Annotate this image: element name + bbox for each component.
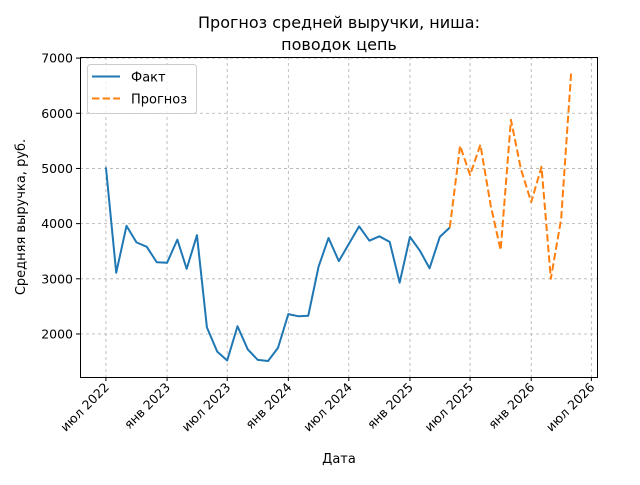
chart-title-line-1: Прогноз средней выручки, ниша: bbox=[198, 13, 480, 32]
x-tick-label: янв 2026 bbox=[485, 379, 537, 431]
legend: Факт Прогноз bbox=[87, 64, 197, 114]
legend-label-fact: Факт bbox=[131, 71, 166, 86]
x-tick-label: янв 2025 bbox=[364, 380, 416, 432]
y-tick-label: 5000 bbox=[41, 161, 73, 176]
x-axis: июл 2022 янв 2023 июл 2023 янв 2024 июл 2024… bbox=[57, 377, 598, 435]
x-tick-label: июл 2022 bbox=[57, 380, 112, 435]
y-tick-label: 3000 bbox=[41, 271, 73, 286]
x-tick-label: янв 2024 bbox=[242, 379, 294, 431]
series-layer bbox=[104, 73, 573, 362]
y-axis: 2000 3000 4000 5000 6000 7000 bbox=[41, 51, 80, 341]
x-tick-label: июл 2023 bbox=[179, 380, 234, 435]
y-tick-label: 6000 bbox=[41, 106, 73, 121]
chart-title-line-2: поводок цепь bbox=[281, 35, 397, 54]
grid bbox=[80, 57, 597, 377]
series-line-fact bbox=[104, 167, 451, 362]
x-axis-label: Дата bbox=[322, 452, 356, 467]
x-tick-label: июл 2025 bbox=[421, 380, 476, 435]
legend-label-forecast: Прогноз bbox=[131, 93, 187, 108]
plot-frame bbox=[80, 57, 598, 378]
y-axis-label: Средняя выручка, руб. bbox=[14, 139, 29, 295]
y-tick-label: 4000 bbox=[41, 216, 73, 231]
x-tick-label: янв 2023 bbox=[121, 380, 173, 432]
y-tick-label: 2000 bbox=[41, 326, 73, 341]
x-tick-label: июл 2024 bbox=[300, 379, 355, 434]
series-line-forecast bbox=[448, 73, 573, 280]
y-tick-label: 7000 bbox=[41, 51, 73, 66]
x-tick-label: июл 2026 bbox=[543, 379, 598, 434]
